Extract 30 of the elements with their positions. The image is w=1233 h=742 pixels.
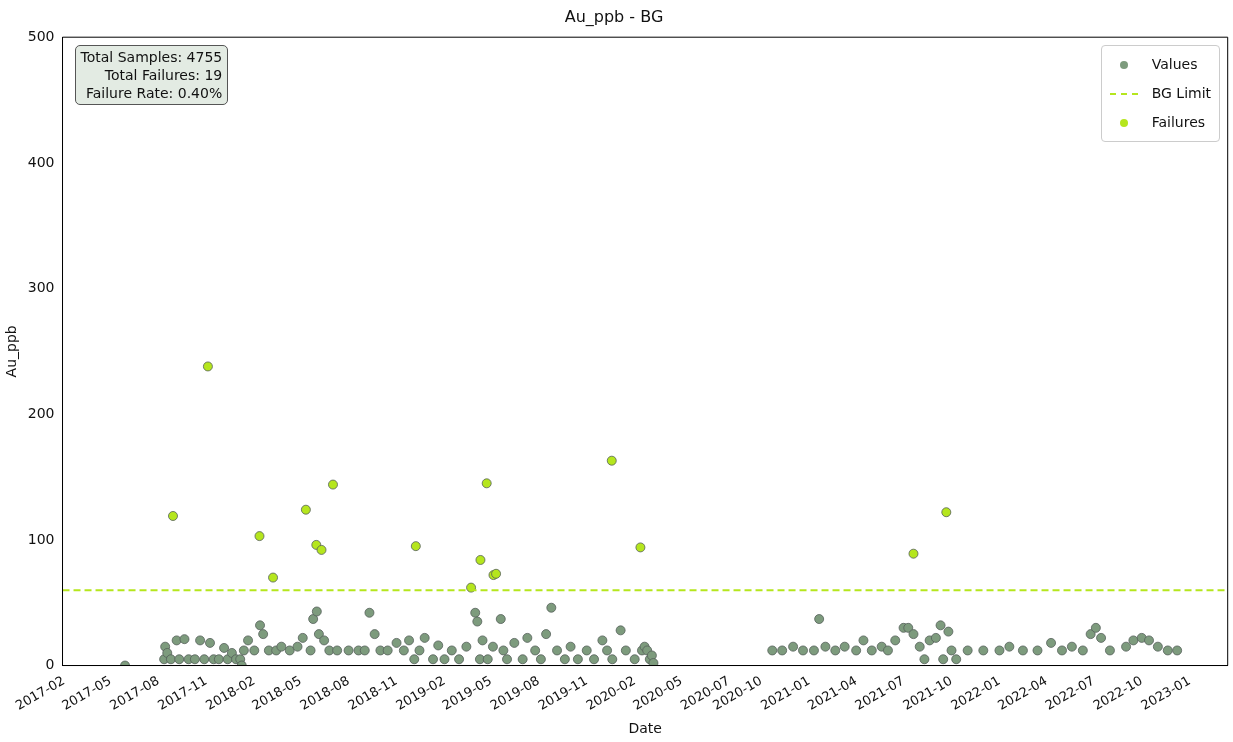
point — [606, 455, 617, 466]
y-axis-title: Au_ppb — [3, 325, 20, 378]
annotation: Total Samples: 4755 — [80, 48, 223, 67]
point — [475, 555, 486, 565]
point — [941, 507, 952, 518]
point — [268, 572, 278, 583]
y-tick-label: 500 — [27, 27, 55, 44]
y-tick-label: 100 — [27, 530, 55, 547]
y-tick-label: 200 — [27, 404, 55, 421]
point — [316, 545, 327, 555]
point — [410, 541, 421, 552]
x-axis-title: Date — [628, 720, 662, 737]
y-tick-label: 400 — [27, 153, 55, 170]
annotation: Failure Rate: 0.40% — [85, 84, 223, 103]
point — [908, 548, 919, 559]
y-tick-label: 0 — [45, 656, 55, 673]
point — [635, 542, 646, 553]
point — [300, 504, 311, 515]
point — [254, 531, 265, 541]
annotation: Total Failures: 19 — [103, 66, 223, 85]
point — [168, 511, 178, 521]
point — [481, 478, 492, 489]
point — [328, 479, 338, 490]
chart-title: Au_ppb - BG — [564, 6, 664, 27]
point — [466, 582, 476, 593]
legend-label: Failures — [1151, 113, 1206, 133]
point — [203, 361, 213, 372]
legend-label: Values — [1151, 55, 1198, 75]
y-tick-label: 300 — [27, 279, 55, 296]
legend-label: BG Limit — [1151, 84, 1212, 104]
